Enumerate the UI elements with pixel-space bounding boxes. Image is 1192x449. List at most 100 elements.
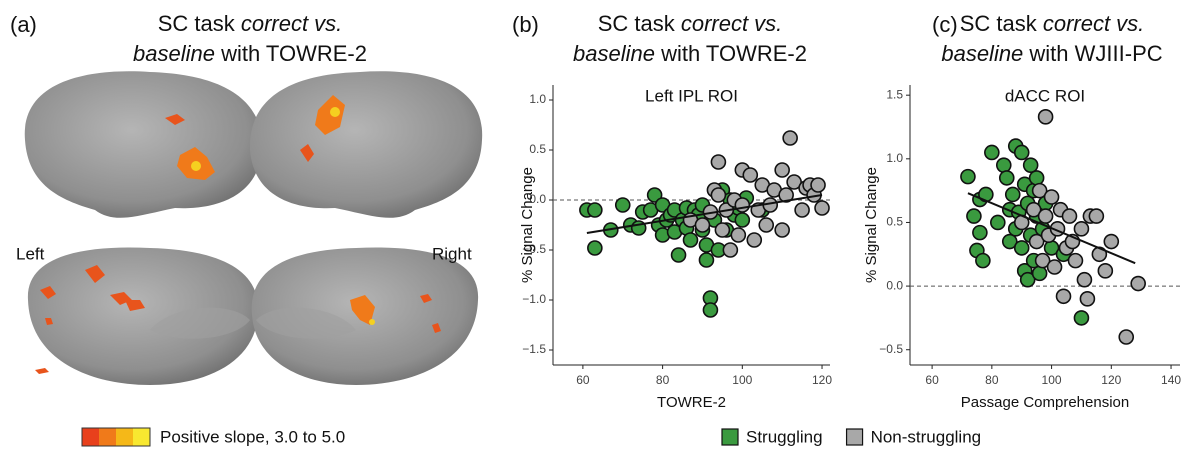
y-tick-label: 0.5	[886, 215, 903, 229]
title-part: SC task	[158, 11, 241, 36]
point	[1025, 201, 1042, 218]
x-tick-label: 60	[576, 373, 590, 387]
point	[1067, 252, 1084, 269]
point	[694, 217, 711, 233]
colorbar-frame	[81, 427, 151, 447]
point	[1103, 233, 1120, 250]
point	[1037, 208, 1054, 224]
point	[1019, 271, 1036, 288]
point	[998, 170, 1015, 186]
x-axis-label: TOWRE-2	[657, 394, 726, 411]
chart-title: SC task correct vs.	[158, 11, 343, 36]
hemisphere-label: Right	[432, 244, 472, 263]
point	[1088, 208, 1105, 224]
point	[670, 247, 687, 263]
legend-label: Non-struggling	[871, 427, 982, 446]
colorbar-swatch	[133, 428, 150, 446]
point	[1001, 233, 1018, 250]
title-part: with TOWRE-2	[655, 41, 807, 66]
point	[990, 214, 1006, 231]
y-tick-label: −0.5	[879, 342, 903, 356]
point	[1031, 265, 1048, 282]
x-tick-label: 120	[812, 373, 832, 387]
chart-title: SC task correct vs.	[598, 11, 783, 36]
colorbar-swatch	[99, 428, 116, 446]
panel-label: (a)	[10, 12, 37, 37]
point	[710, 187, 727, 203]
chart-title: baseline with WJIII-PC	[941, 41, 1162, 66]
point	[774, 162, 790, 178]
y-tick-label: −1.0	[522, 292, 546, 306]
point	[960, 168, 976, 185]
point	[587, 202, 603, 218]
point	[587, 240, 603, 256]
y-tick-label: −0.5	[522, 242, 546, 256]
legend-swatch	[721, 428, 739, 446]
point	[984, 144, 1000, 161]
title-part: with TOWRE-2	[215, 41, 367, 66]
point	[1037, 109, 1054, 125]
y-axis-label: % Signal Change	[863, 167, 880, 283]
x-tick-label: 80	[985, 373, 999, 387]
colorbar-swatch	[116, 428, 133, 446]
point	[972, 224, 988, 241]
colorbar-label: Positive slope, 3.0 to 5.0	[160, 427, 345, 446]
x-tick-label: 60	[925, 373, 939, 387]
brain-images	[24, 71, 483, 447]
x-tick-label: 120	[1101, 373, 1121, 387]
point	[1076, 271, 1093, 288]
x-axis-label: Passage Comprehension	[961, 394, 1129, 411]
point	[646, 187, 663, 203]
panel-label: (c)	[932, 12, 958, 37]
title-part: correct vs.	[1043, 11, 1144, 36]
point	[814, 200, 830, 216]
point	[758, 217, 775, 233]
chart-title: baseline with TOWRE-2	[133, 41, 367, 66]
point	[1031, 182, 1048, 199]
point	[966, 208, 982, 224]
trend-line	[586, 194, 823, 234]
point	[1034, 252, 1051, 269]
point	[1118, 329, 1135, 345]
panel-label: (b)	[512, 12, 539, 37]
y-tick-label: 0.5	[529, 142, 546, 156]
point	[702, 302, 719, 318]
point	[1043, 189, 1060, 205]
point	[1055, 288, 1072, 305]
chart-title: SC task correct vs.	[960, 11, 1145, 36]
legend-swatch	[845, 428, 864, 446]
y-tick-label: 1.0	[529, 92, 546, 106]
chart-title: baseline with TOWRE-2	[573, 41, 807, 66]
point	[730, 227, 747, 243]
point	[698, 252, 715, 268]
y-tick-label: 1.0	[886, 151, 903, 165]
point	[682, 232, 699, 248]
legend-label: Struggling	[746, 427, 823, 446]
title-part: SC task	[598, 11, 681, 36]
title-part: baseline	[941, 41, 1023, 66]
y-tick-label: 0.0	[529, 192, 546, 206]
point	[1028, 170, 1045, 186]
colorbar-swatch	[82, 428, 99, 446]
point	[614, 197, 631, 213]
title-part: baseline	[573, 41, 655, 66]
point	[1097, 263, 1114, 279]
title-part: correct vs.	[681, 11, 782, 36]
brain-left-medial	[27, 247, 259, 385]
point	[722, 242, 739, 258]
point	[778, 187, 794, 203]
point	[734, 197, 751, 213]
hemisphere-label: Left	[16, 244, 45, 263]
x-tick-label: 100	[732, 373, 752, 387]
point	[1130, 275, 1146, 292]
title-part: SC task	[960, 11, 1043, 36]
x-tick-label: 80	[656, 373, 670, 387]
point	[995, 157, 1012, 173]
subtitle: Left IPL ROI	[645, 86, 738, 105]
point	[1061, 208, 1078, 224]
x-tick-label: 100	[1042, 373, 1062, 387]
title-part: with WJIII-PC	[1023, 41, 1162, 66]
x-tick-label: 140	[1161, 373, 1181, 387]
subtitle: dACC ROI	[1005, 86, 1085, 105]
